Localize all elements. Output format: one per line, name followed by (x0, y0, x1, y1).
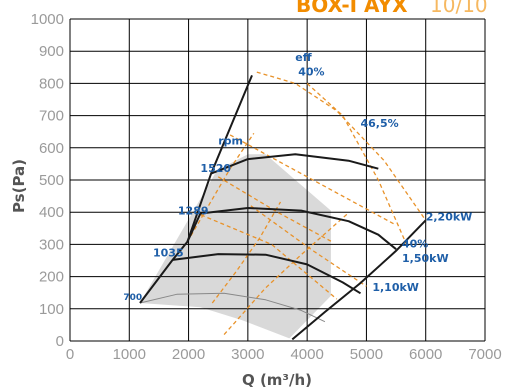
y-tick-label: 900 (39, 43, 64, 60)
speed-curve-1035 (172, 253, 362, 295)
envelope-right-boundary (291, 219, 427, 341)
y-tick-label: 200 (39, 269, 64, 286)
y-tick-label: 1000 (31, 11, 64, 28)
speed-curve-1520 (210, 153, 379, 175)
annotation-label: 1,50kW (402, 252, 449, 265)
annotation-label: 2,20kW (426, 210, 473, 223)
annotation-label: 700 (123, 293, 142, 303)
annotation-label: 40% (402, 238, 428, 251)
efficiency-guide-line (186, 132, 255, 243)
envelope-left-boundary (139, 75, 253, 304)
annotation-label: eff (295, 51, 311, 64)
chart-title-bold: BOX-I AYX (296, 0, 408, 17)
speed-curve-700 (139, 292, 326, 323)
y-tick-label: 300 (39, 236, 64, 253)
y-tick-label: 500 (39, 172, 64, 189)
x-axis-title: Q (m³/h) (242, 371, 312, 389)
efficiency-guide-line (250, 205, 367, 287)
x-tick-label: 2000 (172, 346, 205, 363)
y-tick-label: 100 (39, 301, 64, 318)
x-tick-label: 0 (66, 346, 74, 363)
y-tick-label: 700 (39, 108, 64, 125)
y-axis-title: Ps(Pa) (10, 159, 28, 213)
y-tick-label: 400 (39, 204, 64, 221)
annotation-label: 1035 (153, 246, 184, 259)
efficiency-guide-line (306, 82, 409, 248)
y-tick-label: 0 (56, 333, 64, 350)
x-tick-label: 3000 (231, 346, 264, 363)
plot-area: 0 1000 2000 3000 4000 5000 6000 7000 0 100 200 300 4… (31, 11, 502, 363)
efficiency-guide-line (194, 211, 338, 300)
chart-title: BOX-I AYX 10/10 (296, 0, 488, 17)
speed-curve-1289 (186, 207, 397, 250)
annotation-label: 1289 (178, 204, 209, 217)
annotation-label: 1520 (200, 162, 231, 175)
x-tick-label: 4000 (290, 346, 323, 363)
y-tick-label: 600 (39, 140, 64, 157)
annotation-label: 46,5% (361, 117, 399, 130)
annotation-label: 1,10kW (372, 281, 419, 294)
x-tick-label: 5000 (350, 346, 383, 363)
efficiency-guide-line (256, 71, 427, 221)
efficiency-guide-line (229, 134, 397, 226)
annotation-label: rpm (218, 135, 243, 148)
shaded-operating-area (140, 154, 331, 339)
y-tick-label: 800 (39, 75, 64, 92)
efficiency-guide-line (217, 176, 332, 242)
efficiency-guide-line (223, 212, 350, 336)
chart-title-light: 10/10 (430, 0, 488, 17)
x-tick-label: 7000 (468, 346, 501, 363)
x-tick-label: 1000 (113, 346, 146, 363)
x-tick-label: 6000 (409, 346, 442, 363)
annotation-label: 40% (298, 65, 324, 78)
